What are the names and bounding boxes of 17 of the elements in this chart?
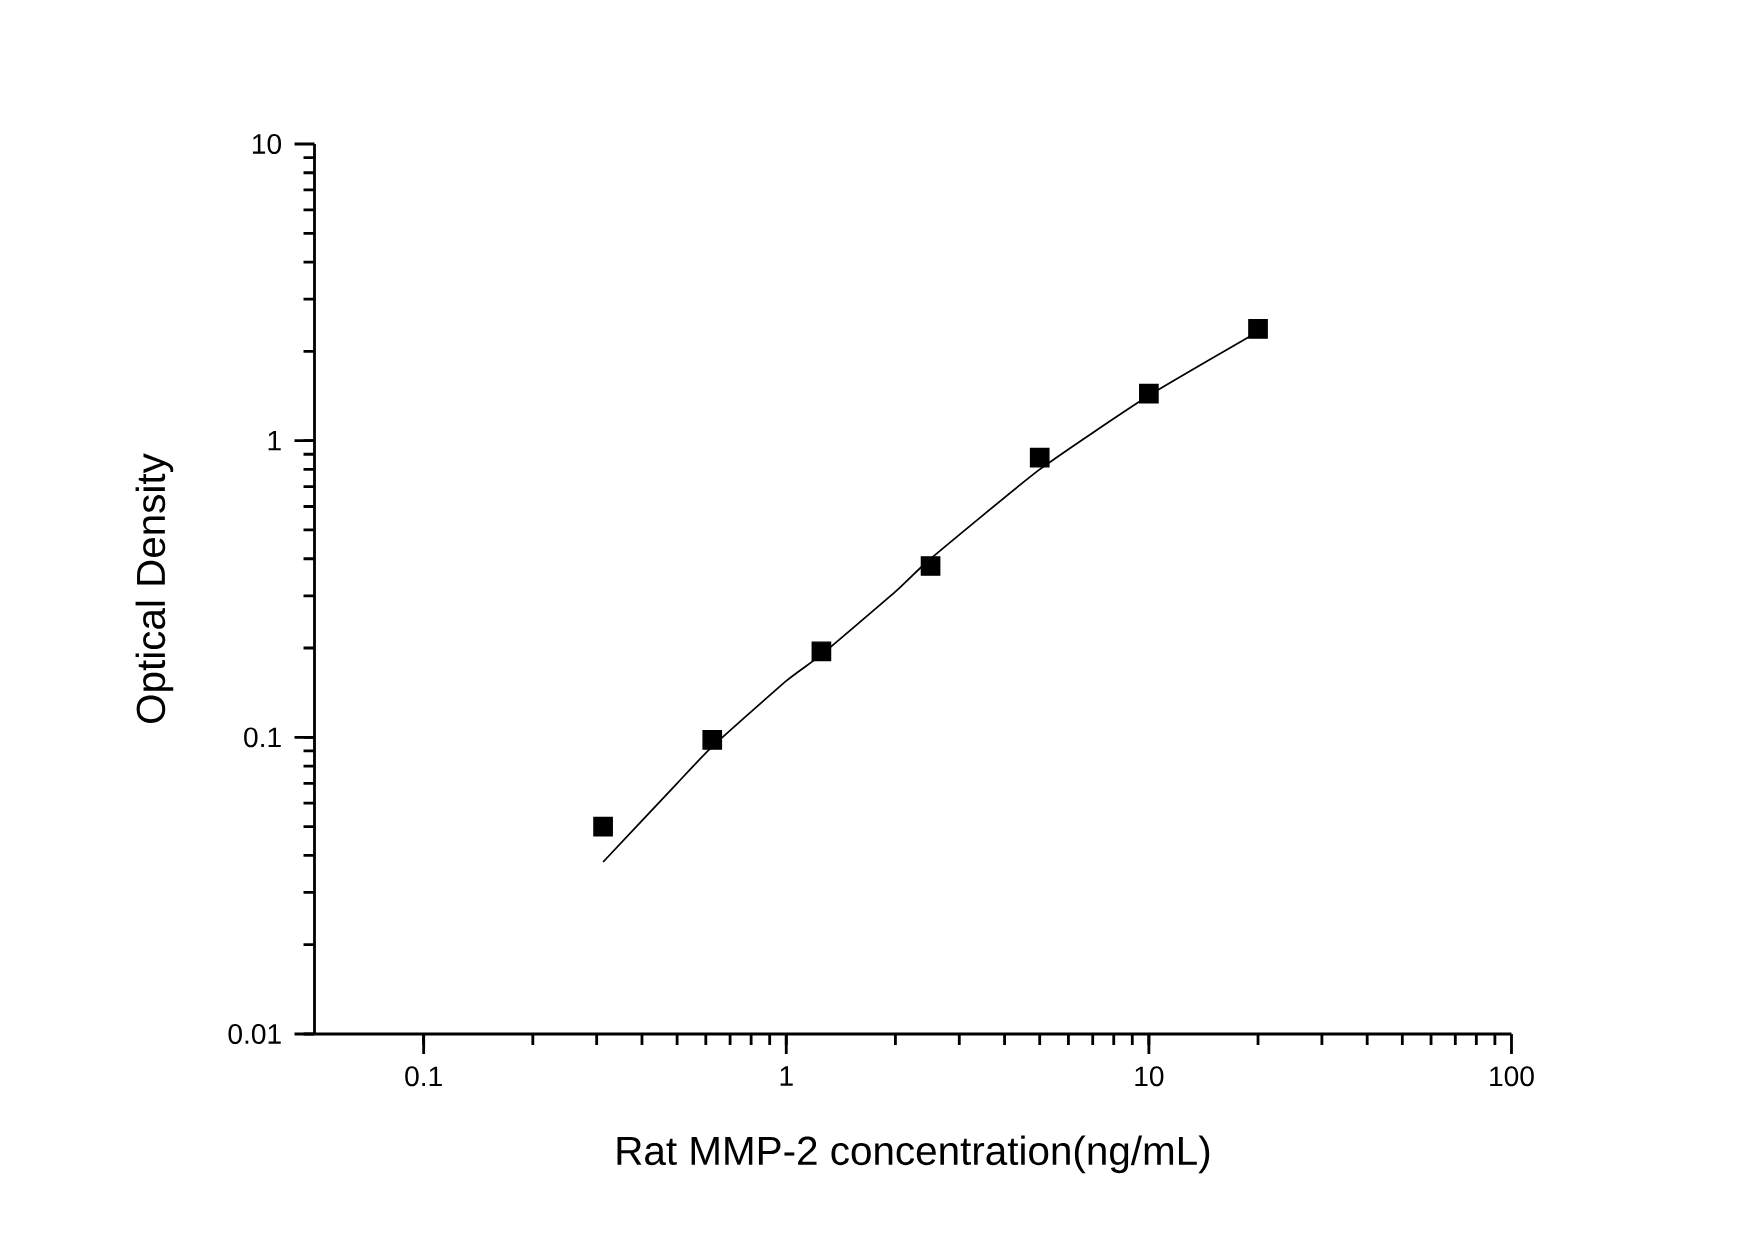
point <box>1029 447 1050 468</box>
y-tick-label: 1 <box>268 430 281 451</box>
y-tick-label: 0.1 <box>244 727 281 748</box>
y-tick-label: 10 <box>252 134 282 154</box>
y-tick-label: 0.01 <box>228 1024 281 1044</box>
y-axis-title: Optical Density <box>135 453 174 723</box>
x-tick-label: 100 <box>1490 1066 1534 1087</box>
point <box>920 556 941 576</box>
point <box>702 730 723 750</box>
x-tick-label: 0.1 <box>405 1066 442 1087</box>
x-tick-label: 1 <box>780 1066 793 1086</box>
point <box>1248 319 1268 339</box>
point <box>593 816 613 837</box>
point <box>811 641 832 662</box>
point <box>1139 383 1159 404</box>
x-tick-label: 10 <box>1135 1066 1164 1087</box>
x-axis-title: Rat MMP-2 concentration(ng/mL) <box>617 1135 1210 1174</box>
